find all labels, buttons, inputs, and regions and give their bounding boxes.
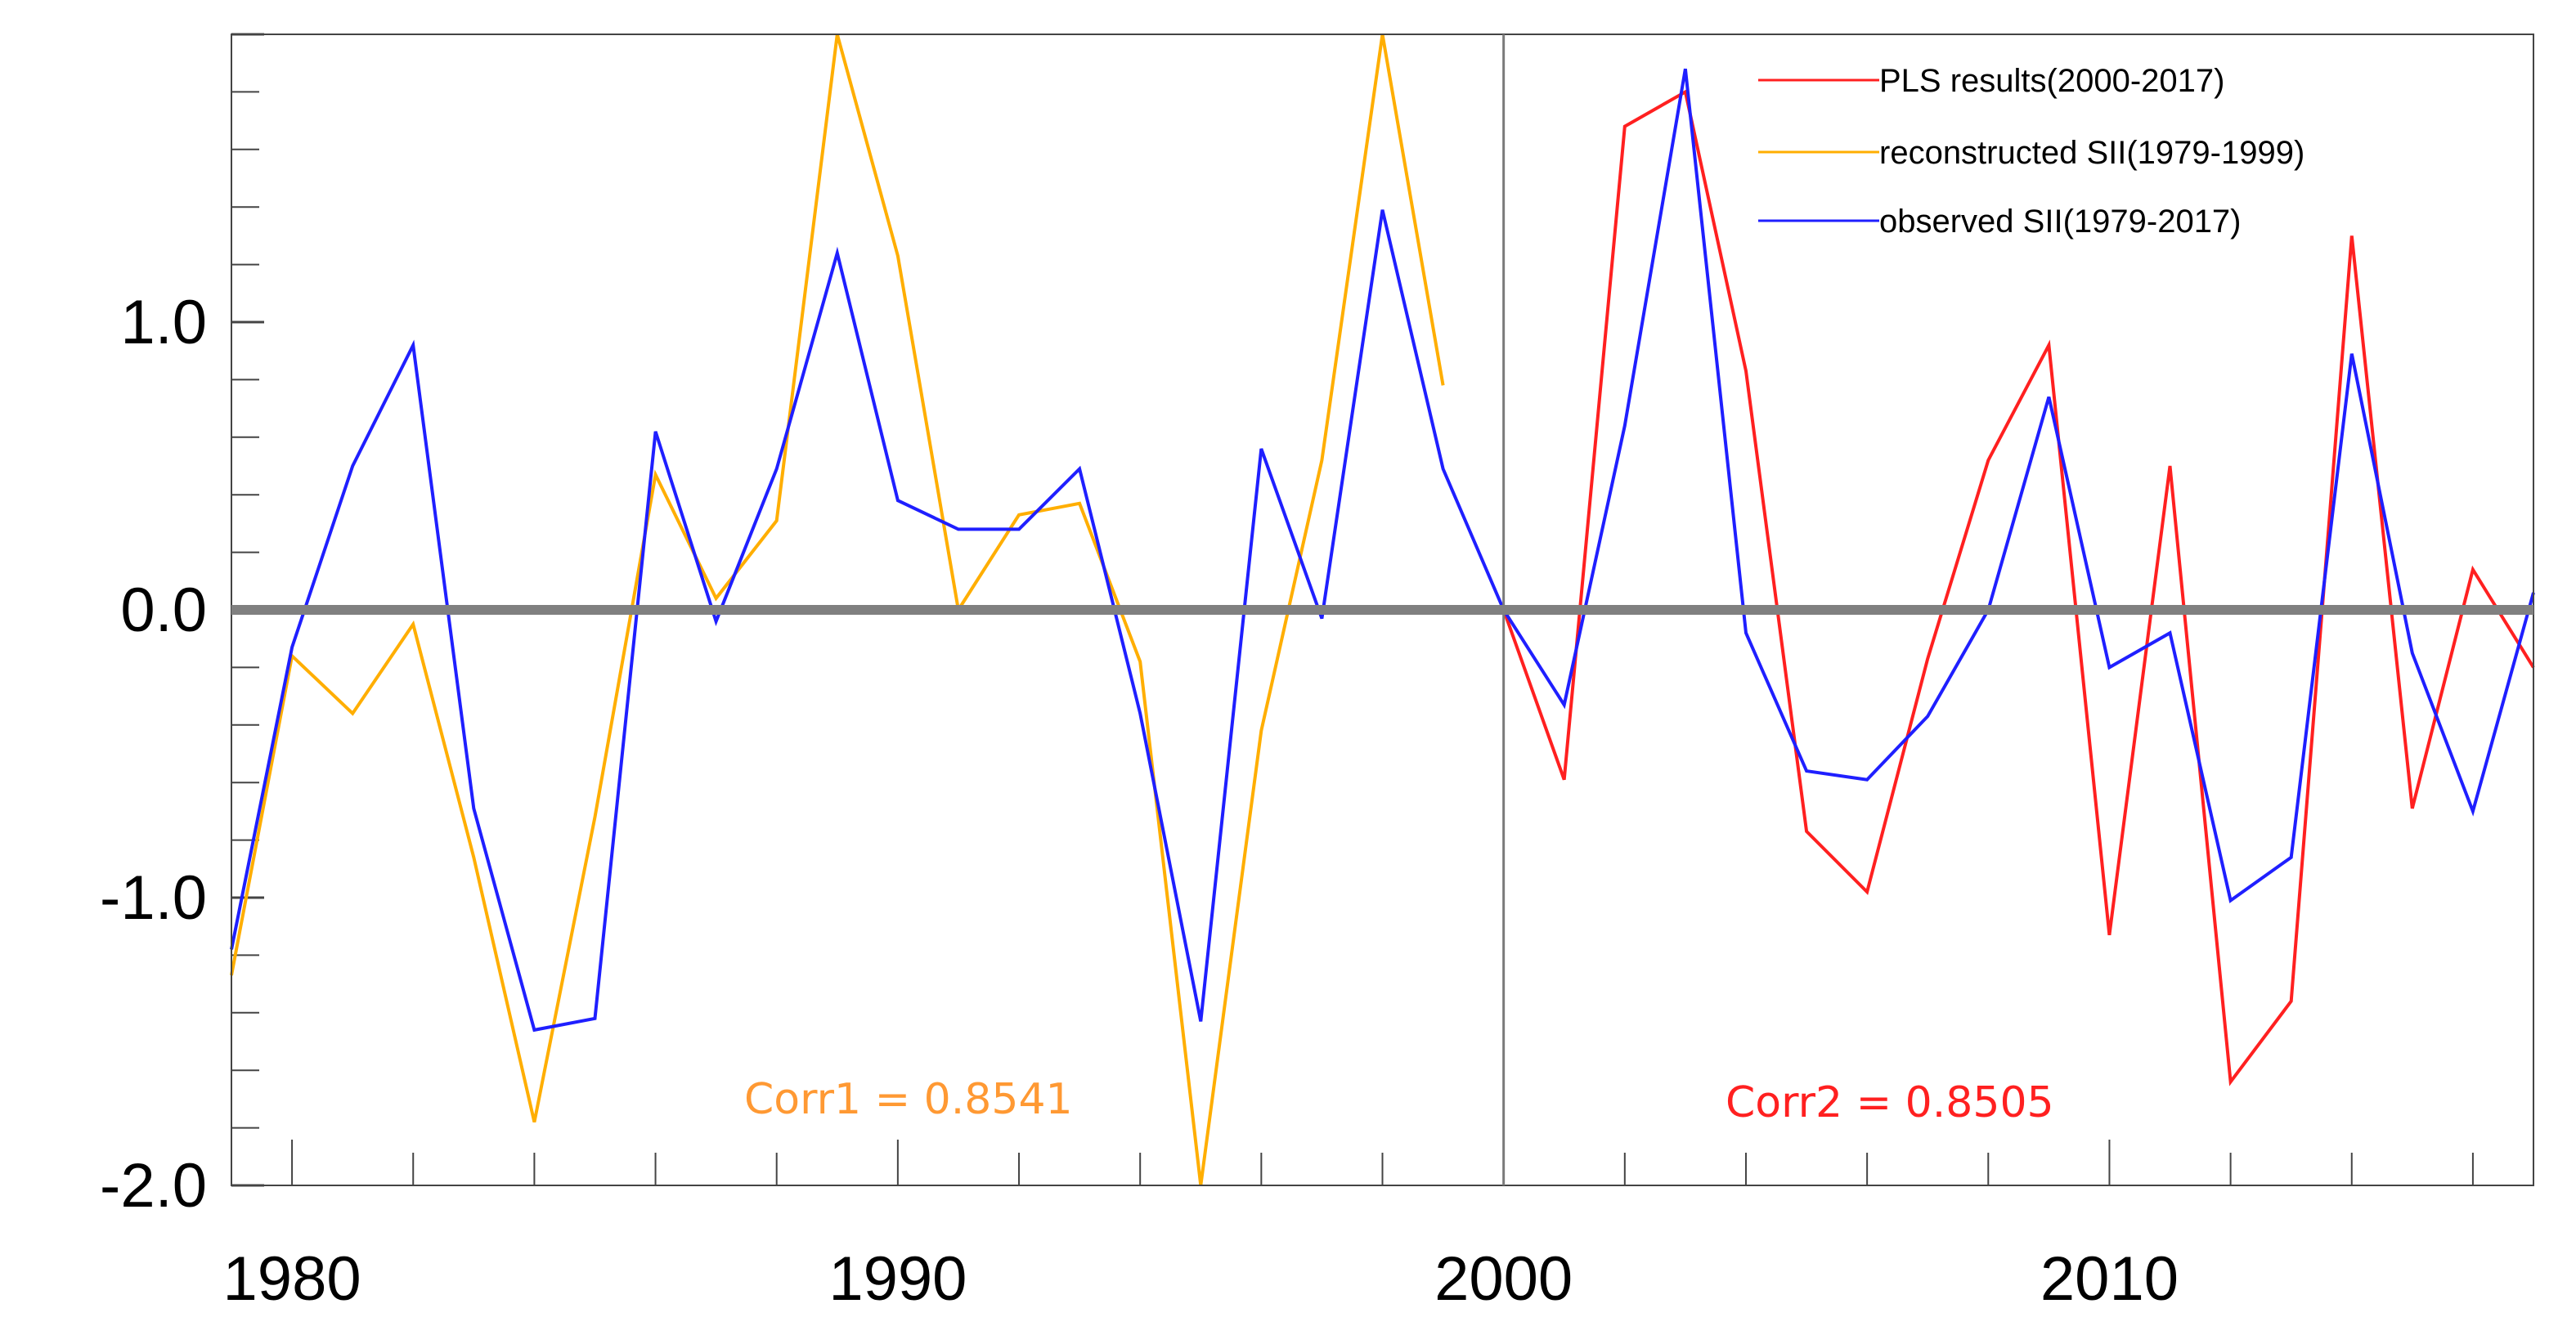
x-tick-label: 1990 [828, 1244, 967, 1314]
legend-label-pls: PLS results(2000-2017) [1879, 63, 2224, 99]
x-tick-label: 2010 [2040, 1244, 2179, 1314]
observed-sii-line [230, 68, 2535, 1033]
y-tick-label: -1.0 [100, 863, 207, 933]
legend-label-observed: observed SII(1979-2017) [1879, 204, 2242, 240]
x-tick-label: 2000 [1434, 1244, 1573, 1314]
pls-results-line [1501, 89, 2535, 1086]
y-tick-label: -2.0 [100, 1151, 207, 1221]
corr2-annotation: Corr2 = 0.8505 [1726, 1078, 2054, 1127]
legend: PLS results(2000-2017) reconstructed SII… [1758, 63, 2304, 240]
y-tick-label: 0.0 [120, 576, 207, 645]
corr1-annotation: Corr1 = 0.8541 [744, 1075, 1073, 1124]
legend-label-reconstructed: reconstructed SII(1979-1999) [1879, 135, 2304, 171]
y-tick-label: 1.0 [120, 288, 207, 357]
axes-layer: -2.0 -1.0 0.0 1.0 1980 1990 2000 2010 [100, 34, 2534, 1314]
x-tick-label: 1980 [223, 1244, 361, 1314]
